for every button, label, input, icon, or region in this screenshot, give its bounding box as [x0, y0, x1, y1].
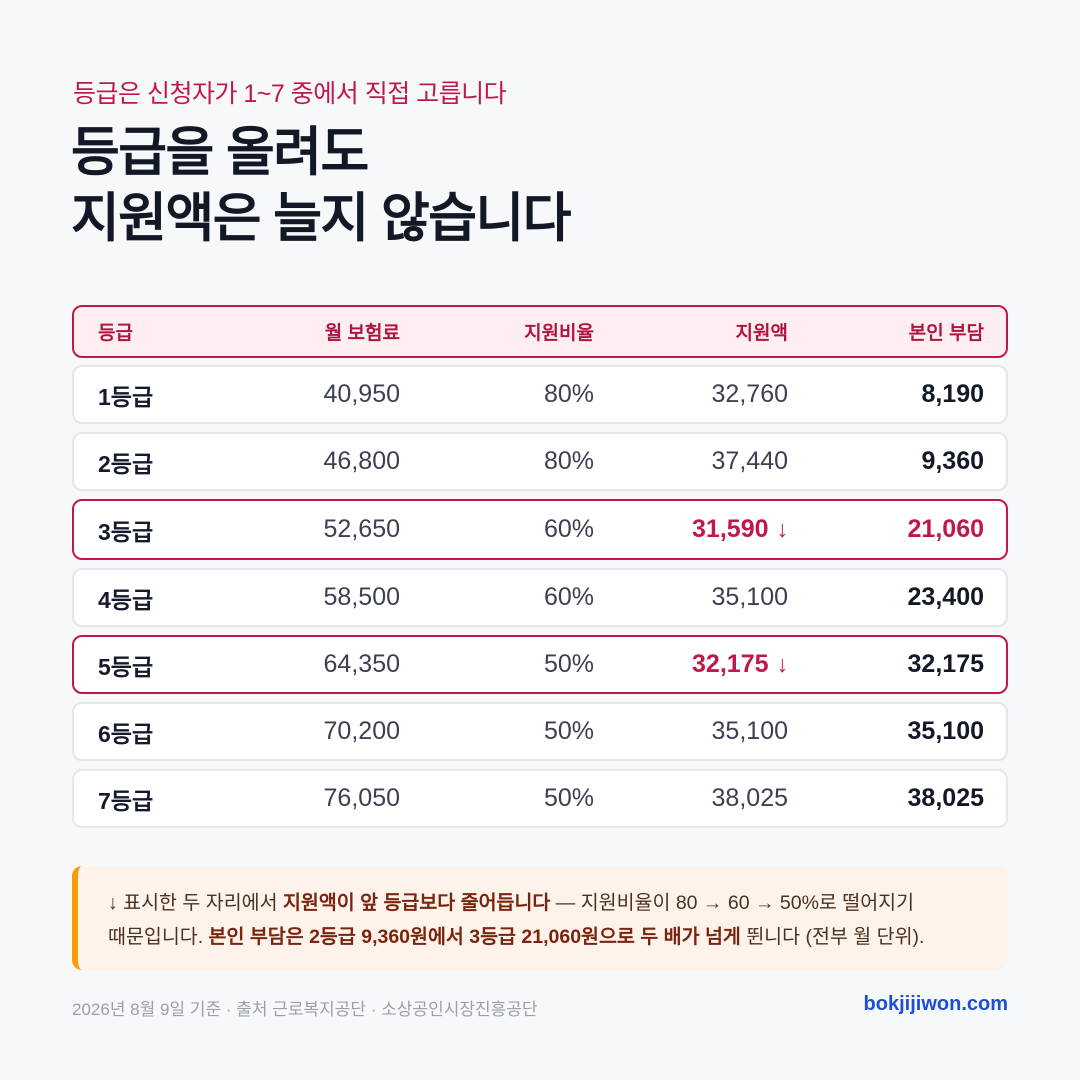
table-row-highlighted: 5등급 64,350 50% 32,175 ↓ 32,175 — [72, 635, 1008, 694]
rate-cell: 60% — [543, 583, 594, 611]
col-header-grade: 등급 — [98, 323, 133, 344]
grade-cell: 2등급 — [98, 450, 154, 477]
note-emphasis: 지원액이 앞 등급보다 줄어듭니다 — [282, 892, 551, 914]
rate-cell: 50% — [543, 784, 594, 812]
burden-cell: 38,025 — [907, 784, 984, 812]
rate-cell: 80% — [543, 447, 594, 475]
grade-cell: 7등급 — [98, 787, 154, 814]
table-header: 등급 월 보험료 지원비율 지원액 본인 부담 — [72, 305, 1008, 358]
burden-cell: 32,175 — [907, 650, 984, 678]
rate-cell: 50% — [543, 717, 594, 745]
note-emphasis: 본인 부담은 2등급 9,360원에서 3등급 21,060원으로 두 배가 넘… — [208, 926, 741, 948]
burden-cell: 21,060 — [907, 515, 984, 543]
table-row: 7등급 76,050 50% 38,025 38,025 — [72, 769, 1008, 828]
col-header-rate: 지원비율 — [524, 323, 594, 344]
title-line-2: 지원액은 늘지 않습니다 — [71, 189, 572, 248]
explanation-note: ↓ 표시한 두 자리에서 지원액이 앞 등급보다 줄어듭니다 — 지원비율이 8… — [72, 866, 1008, 970]
grade-cell: 4등급 — [98, 586, 154, 613]
table-row-highlighted: 3등급 52,650 60% 31,590 ↓ 21,060 — [72, 499, 1008, 560]
eyebrow-text: 등급은 신청자가 1~7 중에서 직접 고릅니다 — [73, 80, 507, 108]
grade-cell: 5등급 — [98, 653, 154, 680]
note-text: ↓ 표시한 두 자리에서 — [108, 892, 283, 914]
table-row: 4등급 58,500 60% 35,100 23,400 — [72, 568, 1008, 627]
premium-cell: 58,500 — [323, 583, 400, 611]
grade-cell: 3등급 — [98, 518, 154, 545]
note-line-2: 때문입니다. 본인 부담은 2등급 9,360원에서 3등급 21,060원으로… — [108, 920, 1008, 954]
support-value: 31,590 — [692, 515, 769, 543]
table-row: 1등급 40,950 80% 32,760 8,190 — [72, 365, 1008, 424]
burden-cell: 8,190 — [921, 380, 984, 408]
title-line-1: 등급을 올려도 — [71, 123, 369, 182]
note-text: 때문입니다. — [108, 926, 209, 948]
col-header-premium: 월 보험료 — [324, 323, 400, 344]
burden-cell: 35,100 — [907, 717, 984, 745]
rate-cell: 50% — [543, 650, 594, 678]
table-row: 2등급 46,800 80% 37,440 9,360 — [72, 432, 1008, 491]
support-cell: 35,100 — [711, 583, 788, 611]
premium-cell: 64,350 — [323, 650, 400, 678]
source-caption: 2026년 8월 9일 기준 · 출처 근로복지공단 · 소상공인시장진흥공단 — [72, 1000, 538, 1019]
col-header-support: 지원액 — [735, 323, 788, 344]
premium-cell: 76,050 — [323, 784, 400, 812]
down-arrow-icon: ↓ — [776, 516, 789, 542]
table-row: 6등급 70,200 50% 35,100 35,100 — [72, 702, 1008, 761]
site-link[interactable]: bokjijiwon.com — [863, 993, 1008, 1015]
premium-cell: 52,650 — [323, 515, 400, 543]
note-text: — 지원비율이 80 → 60 → 50%로 떨어지기 — [550, 892, 915, 914]
premium-cell: 46,800 — [323, 447, 400, 475]
support-cell: 35,100 — [711, 717, 788, 745]
rate-cell: 60% — [543, 515, 594, 543]
down-arrow-icon: ↓ — [776, 651, 789, 677]
col-header-burden: 본인 부담 — [908, 323, 984, 344]
premium-cell: 40,950 — [323, 380, 400, 408]
page-title: 등급을 올려도 지원액은 늘지 않습니다 — [71, 120, 572, 252]
burden-cell: 9,360 — [921, 447, 984, 475]
support-value: 32,175 — [692, 650, 769, 678]
note-text: 뛴니다 (전부 월 단위). — [740, 926, 925, 948]
grade-cell: 1등급 — [98, 383, 154, 410]
grade-cell: 6등급 — [98, 720, 154, 747]
support-cell-decreased: 31,590 ↓ — [692, 501, 788, 558]
premium-cell: 70,200 — [323, 717, 400, 745]
rate-cell: 80% — [543, 380, 594, 408]
support-cell: 32,760 — [711, 380, 788, 408]
note-line-1: ↓ 표시한 두 자리에서 지원액이 앞 등급보다 줄어듭니다 — 지원비율이 8… — [108, 886, 1008, 920]
support-cell-decreased: 32,175 ↓ — [692, 637, 788, 692]
support-cell: 37,440 — [711, 447, 788, 475]
burden-cell: 23,400 — [907, 583, 984, 611]
support-cell: 38,025 — [711, 784, 788, 812]
